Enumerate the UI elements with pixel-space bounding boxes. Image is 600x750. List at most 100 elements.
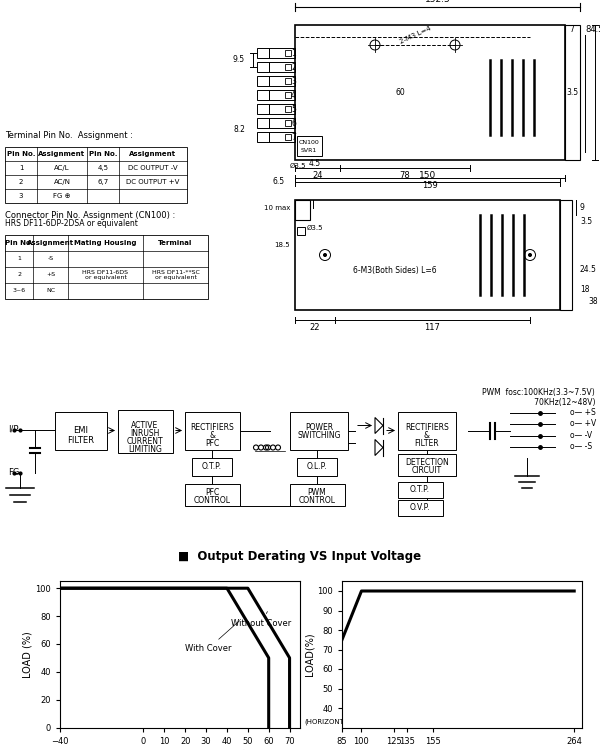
Bar xyxy=(295,200,310,220)
Text: Connector Pin No. Assignment (CN100) :: Connector Pin No. Assignment (CN100) : xyxy=(5,211,175,220)
Text: o— +V: o— +V xyxy=(570,419,596,428)
Text: 1: 1 xyxy=(17,256,21,262)
Text: NC: NC xyxy=(46,289,55,293)
Text: O.L.P.: O.L.P. xyxy=(307,462,327,471)
Text: FILTER: FILTER xyxy=(415,439,439,448)
Text: 38: 38 xyxy=(588,298,598,307)
Text: 152.5: 152.5 xyxy=(425,0,451,4)
Text: 3: 3 xyxy=(19,193,23,199)
Text: 18: 18 xyxy=(580,286,589,295)
Text: 6.5: 6.5 xyxy=(273,178,285,187)
Text: CIRCUIT: CIRCUIT xyxy=(412,466,442,475)
Bar xyxy=(269,90,295,100)
Bar xyxy=(269,104,295,114)
Text: DC OUTPUT -V: DC OUTPUT -V xyxy=(128,165,178,171)
Text: 9.5: 9.5 xyxy=(233,56,245,64)
Text: PWM  fosc:100KHz(3.3~7.5V)
           70KHz(12~48V): PWM fosc:100KHz(3.3~7.5V) 70KHz(12~48V) xyxy=(482,388,595,407)
Text: 2: 2 xyxy=(291,62,296,71)
Text: PFC: PFC xyxy=(205,488,219,497)
Text: HRS DF11-6DP-2DSA or equivalent: HRS DF11-6DP-2DSA or equivalent xyxy=(5,220,138,229)
Bar xyxy=(398,482,443,497)
Text: 2: 2 xyxy=(17,272,21,278)
Text: DC OUTPUT +V: DC OUTPUT +V xyxy=(127,179,179,185)
Text: 3.5: 3.5 xyxy=(580,217,592,226)
Text: -S: -S xyxy=(47,256,53,262)
Text: POWER: POWER xyxy=(305,423,333,432)
Text: With Cover: With Cover xyxy=(185,621,239,653)
Text: o— -V: o— -V xyxy=(570,431,592,440)
Text: 78: 78 xyxy=(400,170,410,179)
Bar xyxy=(185,484,240,506)
Bar xyxy=(257,76,269,86)
Text: SWITCHING: SWITCHING xyxy=(297,431,341,440)
Bar xyxy=(257,62,269,72)
Bar xyxy=(55,412,107,449)
Text: +S: +S xyxy=(46,272,55,278)
Text: FILTER: FILTER xyxy=(67,436,95,445)
Text: O.T.P.: O.T.P. xyxy=(202,462,222,471)
Bar xyxy=(297,136,322,156)
Text: 2-M3 L=4: 2-M3 L=4 xyxy=(398,26,431,45)
Text: HRS DF11-**SC
or equivalent: HRS DF11-**SC or equivalent xyxy=(152,269,199,280)
Text: o— -S: o— -S xyxy=(570,442,592,451)
Text: o— +S: o— +S xyxy=(570,408,596,417)
Text: 10 max: 10 max xyxy=(263,205,290,211)
Text: FG ⊕: FG ⊕ xyxy=(53,193,71,199)
Text: HRS DF11-6DS
or equivalent: HRS DF11-6DS or equivalent xyxy=(83,269,128,280)
Bar xyxy=(290,412,348,449)
Bar xyxy=(285,134,291,140)
Text: 9: 9 xyxy=(580,203,585,212)
Bar xyxy=(269,118,295,128)
Text: FG: FG xyxy=(8,468,19,477)
Bar xyxy=(285,92,291,98)
Text: 22: 22 xyxy=(310,322,320,332)
Text: SVR1: SVR1 xyxy=(301,148,317,152)
Bar xyxy=(5,235,208,299)
Text: Pin No.: Pin No. xyxy=(7,151,35,157)
Text: 6: 6 xyxy=(291,118,296,128)
Bar xyxy=(560,200,572,310)
Bar xyxy=(285,120,291,126)
Circle shape xyxy=(529,254,532,257)
Text: RECTIFIERS: RECTIFIERS xyxy=(405,423,449,432)
Bar xyxy=(269,48,295,58)
Text: 7: 7 xyxy=(569,25,574,34)
Bar xyxy=(295,200,560,310)
Text: (HORIZONTAL): (HORIZONTAL) xyxy=(305,718,356,724)
Bar xyxy=(297,458,337,476)
Text: Terminal Pin No.  Assignment :: Terminal Pin No. Assignment : xyxy=(5,130,133,140)
Text: Assignment: Assignment xyxy=(27,240,74,246)
Text: Ø3.5: Ø3.5 xyxy=(290,163,307,169)
Text: O.T.P.: O.T.P. xyxy=(410,485,430,494)
Text: &: & xyxy=(209,431,215,440)
Text: 5: 5 xyxy=(291,104,296,113)
Text: Assignment: Assignment xyxy=(130,151,176,157)
Text: ACTIVE: ACTIVE xyxy=(131,421,158,430)
Text: 1: 1 xyxy=(291,49,296,58)
Text: Pin No.: Pin No. xyxy=(89,151,117,157)
Text: EMI: EMI xyxy=(74,426,89,435)
Text: O.V.P.: O.V.P. xyxy=(410,503,430,512)
Text: PWM: PWM xyxy=(308,488,326,497)
Y-axis label: LOAD (%): LOAD (%) xyxy=(22,631,32,678)
Text: 117: 117 xyxy=(424,322,440,332)
Bar xyxy=(285,106,291,112)
Bar xyxy=(185,412,240,449)
Y-axis label: LOAD(%): LOAD(%) xyxy=(304,632,314,676)
Bar xyxy=(192,458,232,476)
Text: CONTROL: CONTROL xyxy=(193,496,230,505)
Text: 24: 24 xyxy=(312,170,323,179)
Text: DETECTION: DETECTION xyxy=(405,458,449,467)
Bar xyxy=(118,410,173,452)
Bar xyxy=(285,78,291,84)
Bar xyxy=(297,227,305,235)
Text: 6-M3(Both Sides) L=6: 6-M3(Both Sides) L=6 xyxy=(353,266,437,274)
Bar xyxy=(290,484,345,506)
Text: &: & xyxy=(424,431,430,440)
Bar xyxy=(398,500,443,515)
Text: Terminal: Terminal xyxy=(158,240,193,246)
Text: 1: 1 xyxy=(19,165,23,171)
Bar xyxy=(269,76,295,86)
Text: CONTROL: CONTROL xyxy=(299,496,335,505)
Text: LIMITING: LIMITING xyxy=(128,445,162,454)
